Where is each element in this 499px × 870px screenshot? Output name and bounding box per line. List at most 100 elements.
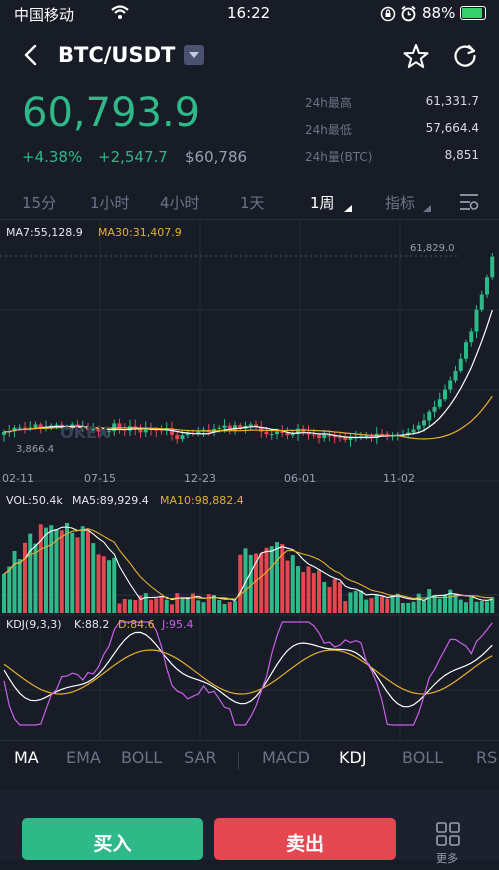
candle-body (154, 429, 159, 431)
indicator-tab-ema[interactable]: EMA (66, 748, 101, 767)
kdj-d-line (3, 649, 493, 695)
candle-body (259, 426, 264, 432)
volume-bar (191, 593, 195, 613)
chart-settings-icon[interactable] (458, 192, 480, 216)
volume-bar (185, 598, 190, 613)
candle-body (28, 427, 33, 429)
candle-body (254, 424, 258, 427)
tab-indicators[interactable]: 指标 (385, 194, 416, 212)
more-label[interactable]: 更多 (436, 852, 458, 865)
candle-body (380, 433, 384, 435)
candle-body (238, 425, 243, 429)
candle-body (422, 420, 426, 426)
volume-bar (422, 600, 426, 613)
volume-bar (233, 601, 237, 613)
x-axis-label: 07-15 (84, 472, 116, 485)
volume-bar (138, 595, 143, 613)
volume-bars (2, 523, 495, 613)
indicator-tab-sar[interactable]: SAR (184, 748, 217, 767)
candlesticks (2, 253, 495, 447)
volume-bar (306, 566, 311, 613)
volume-bar (75, 537, 80, 613)
volume-bar (474, 601, 479, 613)
volume-bar (464, 602, 468, 613)
tab-15min[interactable]: 15分 (22, 194, 57, 212)
volume-bar (54, 528, 59, 613)
candle-body (327, 435, 332, 437)
candle-body (296, 428, 300, 435)
pair-dropdown-button[interactable] (184, 45, 204, 65)
ma30-line (3, 395, 493, 440)
volume-bar (196, 600, 201, 613)
refresh-icon[interactable] (451, 42, 479, 74)
volume-bar (280, 544, 285, 613)
change-amount: +2,547.7 (98, 148, 168, 166)
candle-body (54, 424, 59, 426)
indicator-tab-macd[interactable]: MACD (262, 748, 310, 767)
candle-body (159, 430, 164, 432)
indicator-tab-ma[interactable]: MA (14, 748, 39, 767)
candle-body (38, 424, 43, 429)
candle-body (485, 277, 489, 295)
candle-body (12, 427, 17, 432)
volume-bar (80, 526, 85, 613)
page-title[interactable]: BTC/USDT (58, 43, 176, 67)
buy-button[interactable]: 买入 (22, 818, 203, 860)
candle-body (170, 428, 174, 435)
volume-bar (364, 599, 369, 613)
high-price-marker: 61,829.0 (410, 243, 455, 254)
candle-body (86, 426, 90, 431)
stat-low-label: 24h最低 (305, 123, 352, 137)
stat-low-value: 57,664.4 (425, 121, 479, 135)
back-button[interactable] (18, 40, 44, 70)
x-axis-label: 06-01 (284, 472, 316, 485)
volume-bar (269, 546, 274, 613)
candle-body (227, 425, 232, 430)
volume-bar (44, 527, 48, 613)
volume-bar (469, 595, 474, 613)
tab-4hour[interactable]: 4小时 (160, 194, 200, 212)
candle-body (353, 437, 358, 439)
kdj-j-line (3, 621, 493, 726)
sell-button[interactable]: 卖出 (214, 818, 396, 860)
volume-bar (175, 593, 180, 613)
indicator-tab-kdj[interactable]: KDJ (339, 748, 367, 767)
kline-chart[interactable]: MA7:55,128.9 MA30:31,407.9 61,829.0 3,86… (0, 220, 499, 740)
candle-body (311, 434, 316, 436)
chart-grid (0, 220, 499, 740)
indicator-tab-rsi[interactable]: RS (476, 748, 498, 767)
tab-1day[interactable]: 1天 (240, 194, 265, 212)
indicator-tab-boll-sub[interactable]: BOLL (402, 748, 444, 767)
volume-bar (437, 598, 442, 613)
volume-bar (490, 597, 495, 613)
favorite-star-icon[interactable] (402, 42, 430, 74)
tab-1hour[interactable]: 1小时 (90, 194, 130, 212)
volume-bar (65, 523, 69, 613)
more-grid-icon[interactable] (436, 822, 460, 850)
carrier-label: 中国移动 (14, 6, 75, 24)
volume-bar (28, 533, 33, 613)
volume-bar (164, 599, 169, 613)
volume-bar (374, 594, 379, 613)
candle-body (432, 406, 437, 412)
candle-body (49, 425, 54, 427)
volume-bar (70, 532, 75, 613)
volume-bar (143, 593, 148, 613)
candle-body (469, 331, 474, 343)
divider (0, 740, 499, 741)
candle-body (264, 431, 269, 435)
volume-bar (327, 586, 332, 613)
volume-bar (154, 598, 159, 613)
indicator-tab-boll[interactable]: BOLL (121, 748, 163, 767)
volume-bar (159, 595, 164, 613)
candle-body (196, 431, 201, 434)
candle-body (122, 429, 127, 431)
candle-body (411, 429, 416, 433)
volume-legend: VOL:50.4k (6, 494, 63, 507)
candle-body (248, 424, 253, 426)
tab-1week[interactable]: 1周 (310, 194, 335, 212)
volume-bar (259, 553, 264, 613)
x-axis-label: 12-23 (184, 472, 216, 485)
candle-body (364, 435, 369, 437)
x-axis-label: 11-02 (383, 472, 415, 485)
